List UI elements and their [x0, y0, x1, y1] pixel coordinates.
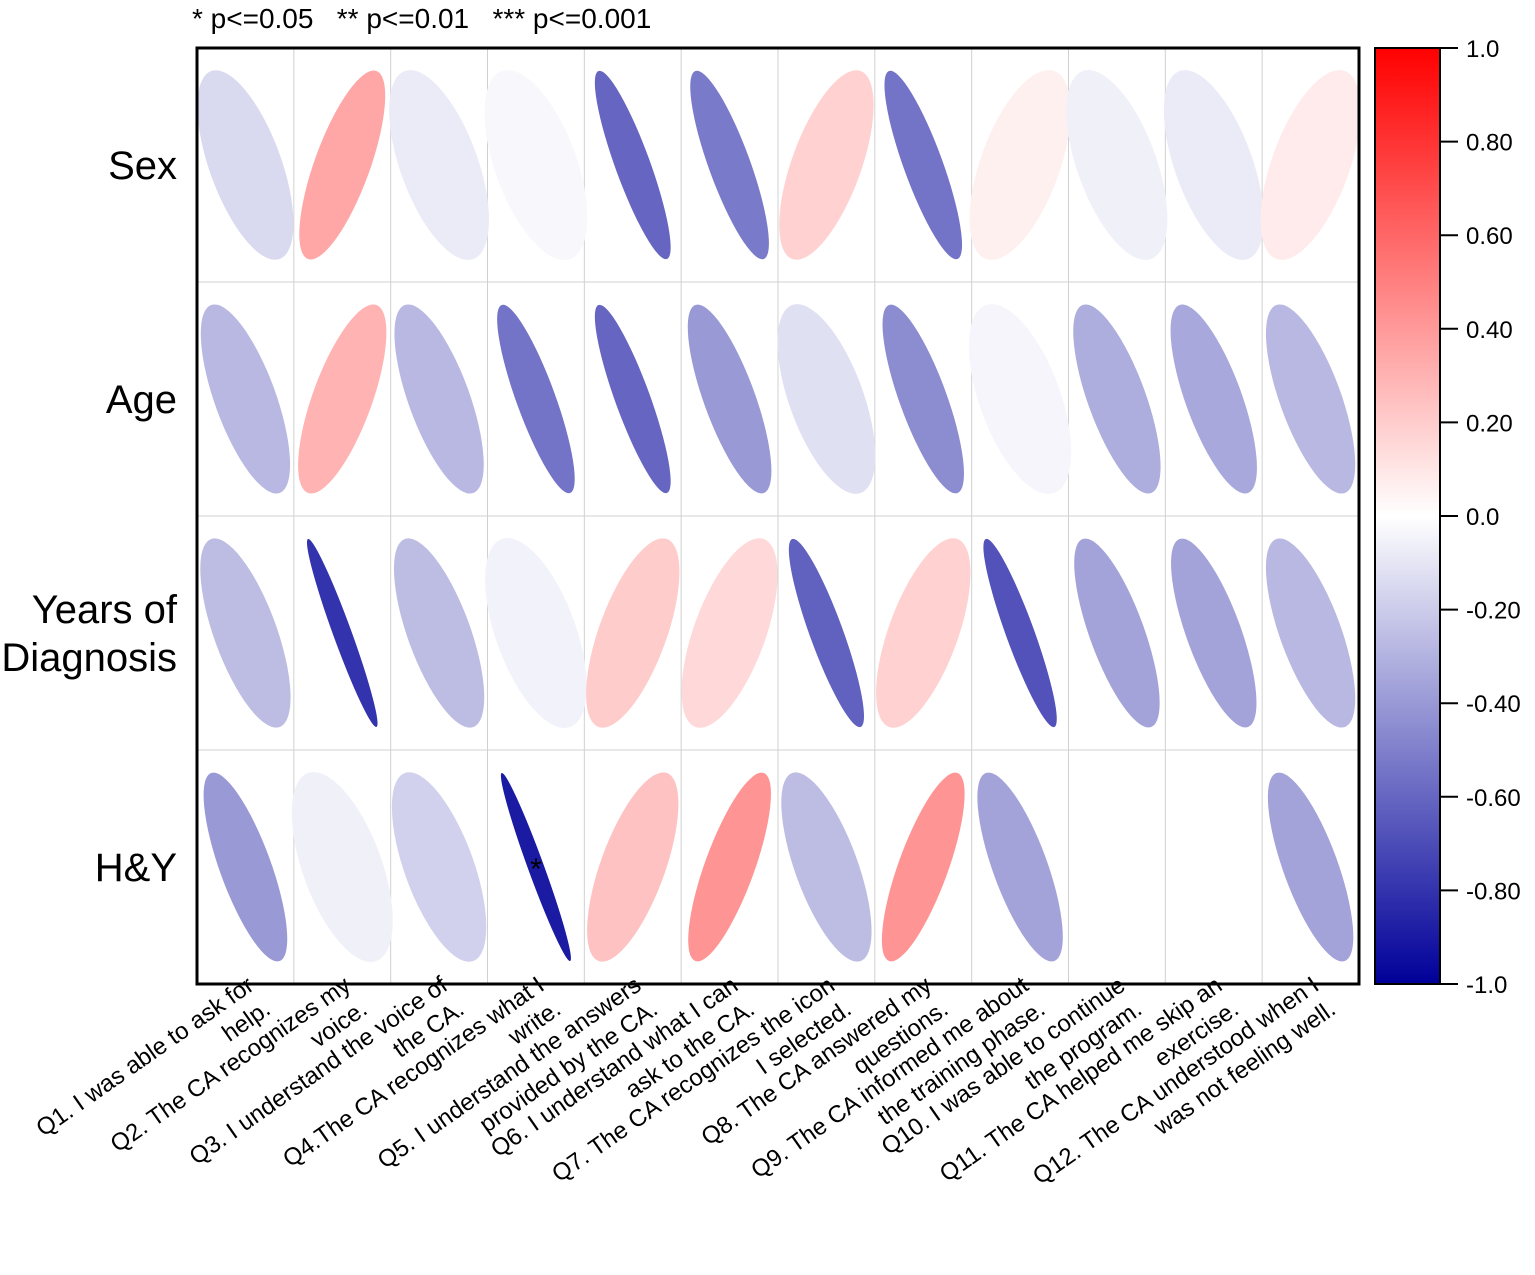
correlation-ellipse — [203, 772, 288, 962]
correlation-ellipse — [1170, 304, 1257, 494]
colorbar-tick-label: -0.40 — [1466, 691, 1521, 718]
colorbar-tick-label: -0.20 — [1466, 598, 1521, 625]
significance-marks: * — [530, 853, 542, 886]
colorbar-tick-label: -0.80 — [1466, 878, 1521, 905]
correlation-ellipse — [200, 538, 291, 728]
row-labels: Sex Age Years of Diagnosis H&Y — [1, 144, 178, 890]
row-label: Sex — [108, 144, 177, 188]
colorbar-tick-label: 0.80 — [1466, 130, 1513, 157]
correlation-ellipse — [882, 304, 964, 494]
correlation-ellipse — [977, 772, 1063, 962]
correlation-ellipse — [1073, 304, 1161, 494]
correlation-ellipse — [1171, 538, 1257, 728]
column-labels: Q1. I was able to ask forhelp.Q2. The CA… — [31, 971, 1340, 1190]
correlation-ellipse — [884, 70, 963, 260]
correlation-ellipse — [1074, 538, 1160, 728]
correlation-ellipse — [594, 70, 671, 260]
correlation-ellipse — [781, 772, 872, 962]
correlation-ellipse — [1066, 70, 1168, 260]
correlation-ellipse — [779, 70, 874, 260]
significance-mark: * — [530, 853, 542, 886]
correlation-ellipse — [969, 70, 1071, 260]
colorbar-tick-label: 0.40 — [1466, 317, 1513, 344]
correlation-ellipse — [1265, 538, 1356, 728]
correlation-ellipse — [200, 304, 291, 494]
correlation-ellipse — [1163, 70, 1264, 260]
correlation-ellipse — [500, 772, 571, 962]
correlation-ellipse — [306, 538, 378, 728]
colorbar-tick-label: 0.20 — [1466, 410, 1513, 437]
correlation-ellipse — [587, 772, 679, 962]
correlation-ellipse — [299, 70, 386, 260]
colorbar-tick-label: 0.60 — [1466, 223, 1513, 250]
correlation-ellipse — [298, 304, 387, 494]
correlation-ellipse — [291, 772, 393, 962]
colorbar-tick-label: -0.60 — [1466, 785, 1521, 812]
colorbar-tick-label: 1.0 — [1466, 36, 1499, 63]
colorbar-tick-label: -1.0 — [1466, 972, 1507, 999]
correlation-ellipse — [497, 304, 575, 494]
colorbar-tick-label: 0.0 — [1466, 504, 1499, 531]
correlation-ellipse — [1260, 70, 1361, 260]
correlation-ellipse — [484, 70, 588, 260]
plot-frame — [195, 46, 1361, 986]
correlation-ellipse — [688, 772, 771, 962]
correlation-ellipse — [969, 304, 1072, 494]
correlation-ellipse — [687, 304, 772, 494]
correlation-ellipse — [594, 304, 671, 494]
correlation-ellipse — [983, 538, 1057, 728]
colorbar-gradient — [1374, 47, 1441, 985]
correlation-ellipse — [389, 70, 490, 260]
correlation-ellipse — [391, 772, 487, 962]
correlation-ellipse — [881, 772, 965, 962]
ellipse-layer — [197, 70, 1361, 962]
correlation-ellipse — [1267, 772, 1354, 962]
correlation-ellipse — [393, 538, 485, 728]
significance-legend: * p<=0.05 ** p<=0.01 *** p<=0.001 — [192, 3, 651, 34]
correlation-ellipse — [197, 70, 294, 260]
correlation-ellipse — [777, 304, 876, 494]
correlation-ellipse — [876, 538, 971, 728]
correlation-ellipse — [485, 538, 587, 728]
correlation-ellipse — [690, 70, 769, 260]
correlation-ellipse — [681, 538, 778, 728]
colorbar-ticks: 1.0 0.80 0.60 0.40 0.20 0.0 -0.20 -0.40 -0.60 -0.… — [1440, 36, 1521, 999]
row-label: Age — [106, 378, 177, 422]
row-label: H&Y — [95, 846, 177, 890]
correlation-ellipse — [586, 538, 680, 728]
correlation-ellipse — [394, 304, 484, 494]
colorbar: 1.0 0.80 0.60 0.40 0.20 0.0 -0.20 -0.40 -0.60 -0.… — [1374, 36, 1521, 999]
correlation-ellipse — [788, 538, 865, 728]
row-label: Years of Diagnosis — [1, 588, 178, 680]
correlation-ellipse — [1265, 304, 1356, 494]
